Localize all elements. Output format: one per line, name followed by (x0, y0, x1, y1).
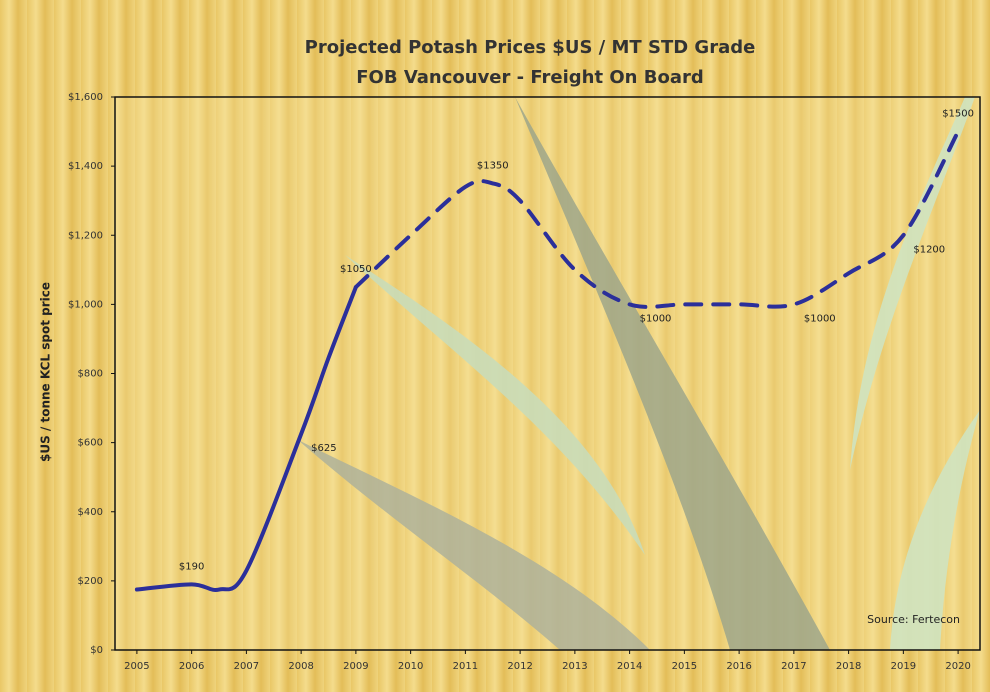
y-tick-label: $1,200 (68, 230, 103, 241)
data-label: $190 (179, 561, 204, 572)
data-label: $1350 (477, 160, 509, 171)
leaf-decoration (298, 97, 980, 650)
x-tick-label: 2018 (836, 661, 861, 672)
plot-background (115, 97, 980, 650)
x-tick-label: 2005 (124, 661, 149, 672)
data-label: $1000 (804, 313, 836, 324)
y-tick-label: $800 (78, 369, 103, 380)
chart-subtitle: FOB Vancouver - Freight On Board (356, 67, 704, 88)
x-tick-label: 2016 (726, 661, 751, 672)
y-tick-label: $1,600 (68, 92, 103, 103)
x-tick-label: 2006 (179, 661, 204, 672)
x-tick-label: 2012 (507, 661, 532, 672)
data-label: $1500 (942, 109, 974, 120)
chart-title: Projected Potash Prices $US / MT STD Gra… (305, 37, 756, 58)
x-tick-label: 2008 (288, 661, 313, 672)
data-label: $1000 (640, 313, 672, 324)
x-tick-label: 2014 (617, 661, 642, 672)
data-label: $1200 (913, 244, 945, 255)
y-tick-label: $1,000 (68, 299, 103, 310)
data-label: $1050 (340, 264, 372, 275)
x-tick-label: 2017 (781, 661, 806, 672)
y-tick-label: $600 (78, 438, 103, 449)
x-tick-label: 2013 (562, 661, 587, 672)
x-tick-label: 2009 (343, 661, 368, 672)
x-tick-label: 2011 (453, 661, 478, 672)
y-tick-label: $400 (78, 507, 103, 518)
x-tick-label: 2010 (398, 661, 423, 672)
y-tick-label: $0 (90, 645, 103, 656)
x-tick-label: 2019 (891, 661, 916, 672)
y-tick-label: $1,400 (68, 161, 103, 172)
y-tick-label: $200 (78, 576, 103, 587)
y-axis-label: $US / tonne KCL spot price (39, 282, 53, 462)
x-tick-label: 2015 (672, 661, 697, 672)
data-label: $625 (311, 443, 336, 454)
x-tick-label: 2020 (945, 661, 970, 672)
price-line (134, 285, 358, 592)
x-tick-label: 2007 (234, 661, 259, 672)
source-note: Source: Fertecon (867, 613, 960, 626)
price-line (353, 129, 961, 309)
